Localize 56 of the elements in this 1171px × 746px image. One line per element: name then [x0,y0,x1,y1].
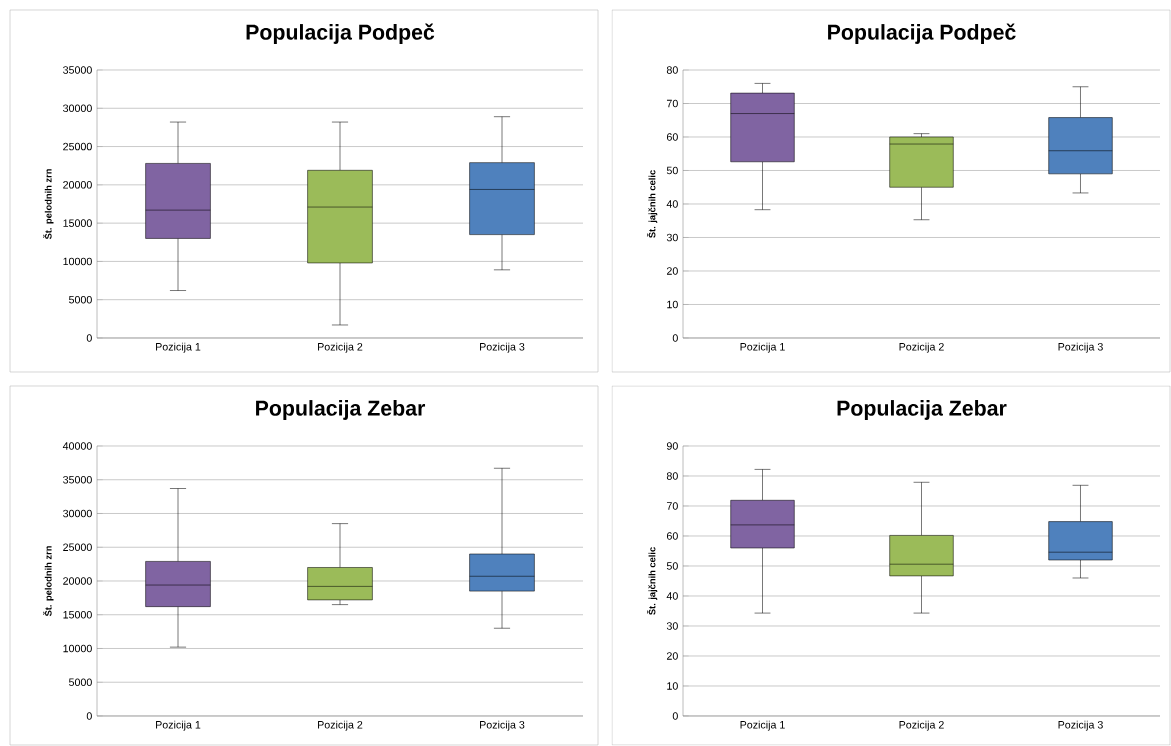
y-tick-label: 25000 [63,543,92,552]
y-tick-label: 40000 [62,442,92,450]
y-tick-label: 0 [672,712,678,720]
y-tick-label: 20000 [63,577,92,585]
x-tick-label: Pozicija 3 [1058,342,1103,353]
y-tick-label: 70 [666,99,678,108]
y-tick-label: 20 [666,267,678,275]
y-tick-label: 60 [666,532,678,540]
y-tick-label: 30 [666,622,678,630]
x-tick-label: Pozicija 3 [1058,720,1103,731]
y-tick-label: 90 [666,442,678,450]
y-tick-label: 35000 [63,475,92,484]
y-tick-label: 10 [667,300,678,309]
y-tick-label: 20000 [63,181,92,189]
y-tick-label: 10000 [63,644,92,653]
y-axis-title: Št. jajčnih celic [646,170,658,238]
y-axis-title: Št. pelodnih zrn [43,169,54,240]
y-tick-label: 30000 [63,509,92,518]
y-tick-label: 40 [666,592,678,600]
y-tick-label: 25000 [63,142,92,151]
y-tick-label: 80 [666,66,678,74]
y-tick-label: 70 [666,502,678,510]
y-tick-label: 5000 [68,678,92,687]
y-tick-label: 50 [666,166,678,175]
y-tick-label: 40 [666,200,678,208]
y-tick-label: 10 [667,682,678,690]
x-tick-label: Pozicija 2 [899,342,944,353]
x-tick-label: Pozicija 1 [156,342,201,353]
y-tick-label: 10000 [63,257,92,266]
x-tick-label: Pozicija 2 [318,342,363,353]
y-tick-label: 30000 [63,104,92,113]
y-tick-label: 15000 [63,219,92,227]
y-tick-label: 30 [666,233,678,242]
y-tick-label: 35000 [63,66,92,74]
chart-title: Populacija Zebar [256,400,426,420]
chart-title: Populacija Podpeč [246,23,435,44]
y-tick-label: 0 [672,334,678,342]
y-axis-title: Št. jajčnih celic [646,547,658,615]
x-tick-label: Pozicija 1 [740,342,785,353]
y-tick-label: 0 [86,334,92,342]
x-tick-label: Pozicija 2 [899,720,944,731]
x-tick-label: Pozicija 3 [480,342,525,353]
y-tick-label: 50 [666,562,678,570]
x-tick-label: Pozicija 3 [480,720,525,731]
x-tick-label: Pozicija 2 [318,720,363,731]
y-tick-label: 15000 [63,610,92,619]
x-tick-label: Pozicija 1 [740,720,785,731]
x-tick-label: Pozicija 1 [156,720,201,731]
chart-title: Populacija Podpeč [828,23,1016,44]
y-tick-label: 60 [666,133,678,141]
y-axis-title: Št. pelodnih zrn [43,546,54,617]
y-tick-label: 5000 [68,295,92,304]
y-tick-label: 20 [666,652,678,660]
chart-title: Populacija Zebar [837,400,1007,420]
y-tick-label: 0 [86,712,92,720]
y-tick-label: 80 [666,472,678,480]
